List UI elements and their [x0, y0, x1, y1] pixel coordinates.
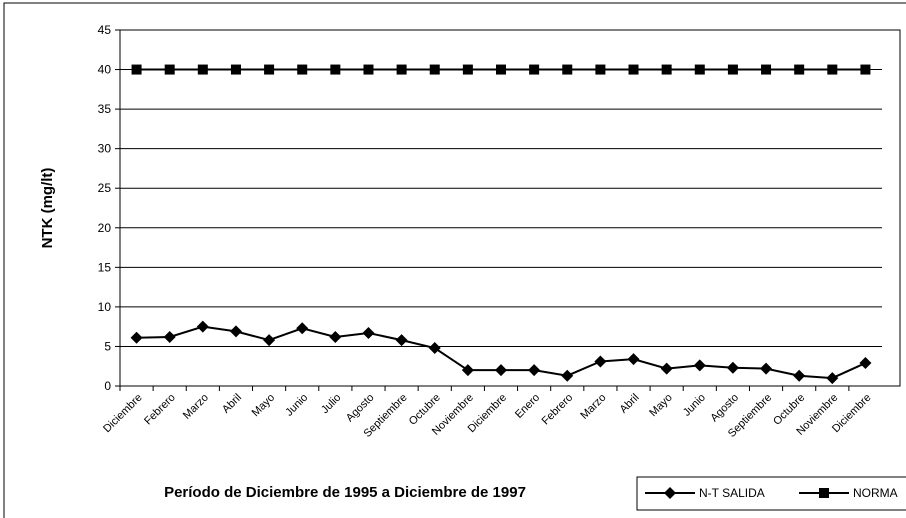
marker: [859, 357, 872, 370]
y-tick-label: 5: [104, 339, 111, 353]
marker: [693, 359, 706, 372]
y-tick-label: 15: [98, 260, 112, 274]
marker: [461, 364, 474, 377]
marker: [363, 64, 374, 75]
marker: [362, 326, 375, 339]
x-axis-label: Período de Diciembre de 1995 a Diciembre…: [164, 484, 526, 501]
marker: [595, 64, 606, 75]
marker: [562, 64, 573, 75]
marker: [660, 362, 673, 375]
y-tick-label: 30: [98, 142, 112, 156]
marker: [761, 64, 772, 75]
legend-label: N-T SALIDA: [699, 486, 765, 500]
y-tick-label: 10: [98, 300, 112, 314]
marker: [561, 369, 574, 382]
marker: [860, 64, 871, 75]
marker: [462, 64, 473, 75]
marker: [827, 64, 838, 75]
marker: [528, 364, 541, 377]
marker: [164, 64, 175, 75]
marker: [627, 353, 640, 366]
marker: [694, 64, 705, 75]
marker: [760, 362, 773, 375]
marker: [330, 64, 341, 75]
marker: [793, 369, 806, 382]
marker: [197, 64, 208, 75]
marker: [230, 64, 241, 75]
marker: [495, 364, 507, 377]
marker: [726, 361, 739, 374]
marker: [163, 330, 176, 343]
marker: [661, 64, 672, 75]
plot-area: [119, 29, 901, 387]
y-tick-label: 0: [104, 379, 111, 393]
marker: [396, 64, 407, 75]
marker: [594, 355, 607, 368]
marker: [264, 64, 275, 75]
marker: [819, 488, 829, 498]
y-tick-label: 20: [98, 221, 112, 235]
marker: [395, 334, 408, 347]
marker: [794, 64, 805, 75]
marker: [529, 64, 540, 75]
marker: [429, 64, 440, 75]
y-tick-label: 40: [98, 63, 112, 77]
marker: [130, 331, 143, 344]
marker: [628, 64, 639, 75]
marker: [296, 322, 309, 335]
marker: [664, 487, 676, 499]
marker: [329, 330, 342, 343]
legend-label: NORMA: [853, 486, 898, 500]
y-axis-label: NTK (mg/lt): [39, 168, 56, 249]
marker: [496, 64, 506, 75]
marker: [229, 325, 242, 338]
y-tick-label: 25: [98, 181, 112, 195]
marker: [826, 372, 839, 385]
marker: [263, 334, 276, 347]
marker: [196, 320, 209, 333]
y-tick-label: 35: [98, 102, 112, 116]
y-tick-label: 45: [98, 23, 112, 37]
marker: [428, 342, 441, 355]
marker: [131, 64, 142, 75]
marker: [297, 64, 308, 75]
marker: [727, 64, 738, 75]
